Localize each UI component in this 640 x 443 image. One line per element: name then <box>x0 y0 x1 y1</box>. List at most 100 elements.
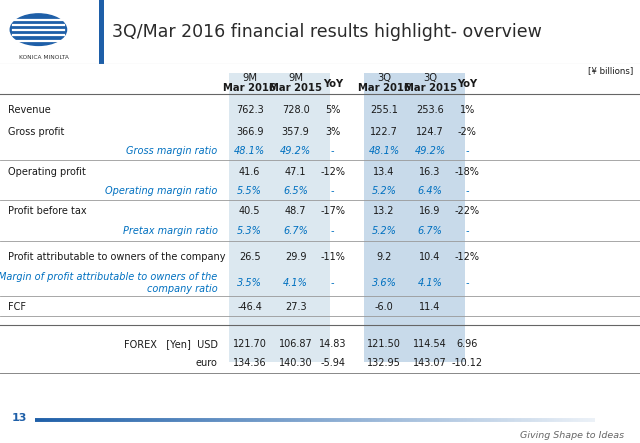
Text: 13.4: 13.4 <box>373 167 395 177</box>
Text: Operating margin ratio: Operating margin ratio <box>105 186 218 196</box>
Text: 3Q/Mar 2016 financial results highlight- overview: 3Q/Mar 2016 financial results highlight-… <box>112 23 542 41</box>
Text: 3.5%: 3.5% <box>237 278 262 288</box>
Text: -: - <box>465 226 469 236</box>
Text: Mar 2015: Mar 2015 <box>269 83 322 93</box>
Text: 9M: 9M <box>242 74 257 83</box>
Text: 49.2%: 49.2% <box>280 146 311 155</box>
Text: 41.6: 41.6 <box>239 167 260 177</box>
Ellipse shape <box>10 14 67 46</box>
Text: 6.7%: 6.7% <box>418 226 442 236</box>
Text: YoY: YoY <box>457 78 477 89</box>
Text: 6.7%: 6.7% <box>284 226 308 236</box>
Text: -6.0: -6.0 <box>374 302 394 311</box>
Text: Mar 2015: Mar 2015 <box>404 83 456 93</box>
Text: 5.2%: 5.2% <box>372 186 396 196</box>
Text: -18%: -18% <box>455 167 479 177</box>
Text: 132.95: 132.95 <box>367 358 401 368</box>
Text: 16.3: 16.3 <box>419 167 441 177</box>
Text: 6.4%: 6.4% <box>418 186 442 196</box>
Text: -: - <box>331 186 335 196</box>
Text: -12%: -12% <box>320 167 346 177</box>
Text: 4.1%: 4.1% <box>284 278 308 288</box>
Text: 27.3: 27.3 <box>285 302 307 311</box>
Text: -10.12: -10.12 <box>452 358 483 368</box>
Text: 253.6: 253.6 <box>416 105 444 115</box>
Text: 121.70: 121.70 <box>233 339 266 349</box>
Text: FOREX   [Yen]  USD: FOREX [Yen] USD <box>124 339 218 349</box>
Text: FCF: FCF <box>8 302 26 311</box>
Bar <box>364 73 465 362</box>
Text: 140.30: 140.30 <box>279 358 312 368</box>
Text: 5%: 5% <box>325 105 340 115</box>
Text: 366.9: 366.9 <box>236 127 263 137</box>
Text: Mar 2016: Mar 2016 <box>223 83 276 93</box>
Text: YoY: YoY <box>323 78 343 89</box>
Text: Revenue: Revenue <box>8 105 51 115</box>
Text: -5.94: -5.94 <box>320 358 346 368</box>
Text: 114.54: 114.54 <box>413 339 447 349</box>
Text: Margin of profit attributable to owners of the: Margin of profit attributable to owners … <box>0 272 218 282</box>
Text: -17%: -17% <box>320 206 346 216</box>
Text: 48.1%: 48.1% <box>369 146 399 155</box>
Text: 6.96: 6.96 <box>456 339 478 349</box>
Text: Profit attributable to owners of the company: Profit attributable to owners of the com… <box>8 253 225 262</box>
Text: 40.5: 40.5 <box>239 206 260 216</box>
Text: 6.5%: 6.5% <box>284 186 308 196</box>
Text: [¥ billions]: [¥ billions] <box>588 66 634 75</box>
Text: 121.50: 121.50 <box>367 339 401 349</box>
Bar <box>99 0 104 64</box>
Text: 728.0: 728.0 <box>282 105 310 115</box>
Text: 29.9: 29.9 <box>285 253 307 262</box>
Text: 255.1: 255.1 <box>370 105 398 115</box>
Text: 134.36: 134.36 <box>233 358 266 368</box>
Text: 122.7: 122.7 <box>370 127 398 137</box>
Text: 48.1%: 48.1% <box>234 146 265 155</box>
Text: 5.2%: 5.2% <box>372 226 396 236</box>
Text: Gross margin ratio: Gross margin ratio <box>126 146 218 155</box>
Text: euro: euro <box>196 358 218 368</box>
Text: 3Q: 3Q <box>423 74 437 83</box>
Text: -: - <box>331 278 335 288</box>
Text: 26.5: 26.5 <box>239 253 260 262</box>
Text: -: - <box>331 146 335 155</box>
Text: Pretax margin ratio: Pretax margin ratio <box>123 226 218 236</box>
Text: 47.1: 47.1 <box>285 167 307 177</box>
Text: 16.9: 16.9 <box>419 206 441 216</box>
Text: 10.4: 10.4 <box>419 253 441 262</box>
Text: 762.3: 762.3 <box>236 105 264 115</box>
Text: 14.83: 14.83 <box>319 339 346 349</box>
Text: 49.2%: 49.2% <box>415 146 445 155</box>
Text: 3Q: 3Q <box>377 74 391 83</box>
Text: KONICA MINOLTA: KONICA MINOLTA <box>19 55 69 60</box>
Text: 5.5%: 5.5% <box>237 186 262 196</box>
Text: -11%: -11% <box>321 253 345 262</box>
Text: 5.3%: 5.3% <box>237 226 262 236</box>
Text: -: - <box>331 226 335 236</box>
Bar <box>229 73 330 362</box>
Text: 357.9: 357.9 <box>282 127 310 137</box>
Text: 3.6%: 3.6% <box>372 278 396 288</box>
Text: Gross profit: Gross profit <box>8 127 64 137</box>
Text: 13: 13 <box>12 413 27 423</box>
Text: 9M: 9M <box>288 74 303 83</box>
Text: 13.2: 13.2 <box>373 206 395 216</box>
Text: 4.1%: 4.1% <box>418 278 442 288</box>
Text: -: - <box>465 278 469 288</box>
Text: 9.2: 9.2 <box>376 253 392 262</box>
Text: Giving Shape to Ideas: Giving Shape to Ideas <box>520 431 624 440</box>
Text: -: - <box>465 186 469 196</box>
Text: 143.07: 143.07 <box>413 358 447 368</box>
Text: -2%: -2% <box>458 127 477 137</box>
Text: 106.87: 106.87 <box>279 339 312 349</box>
Text: Operating profit: Operating profit <box>8 167 86 177</box>
Text: company ratio: company ratio <box>147 284 218 294</box>
Text: -: - <box>465 146 469 155</box>
Text: -12%: -12% <box>454 253 480 262</box>
Text: Profit before tax: Profit before tax <box>8 206 86 216</box>
Text: -22%: -22% <box>454 206 480 216</box>
Text: Mar 2016: Mar 2016 <box>358 83 410 93</box>
Text: 48.7: 48.7 <box>285 206 307 216</box>
Text: 124.7: 124.7 <box>416 127 444 137</box>
Text: 11.4: 11.4 <box>419 302 441 311</box>
Text: 3%: 3% <box>325 127 340 137</box>
